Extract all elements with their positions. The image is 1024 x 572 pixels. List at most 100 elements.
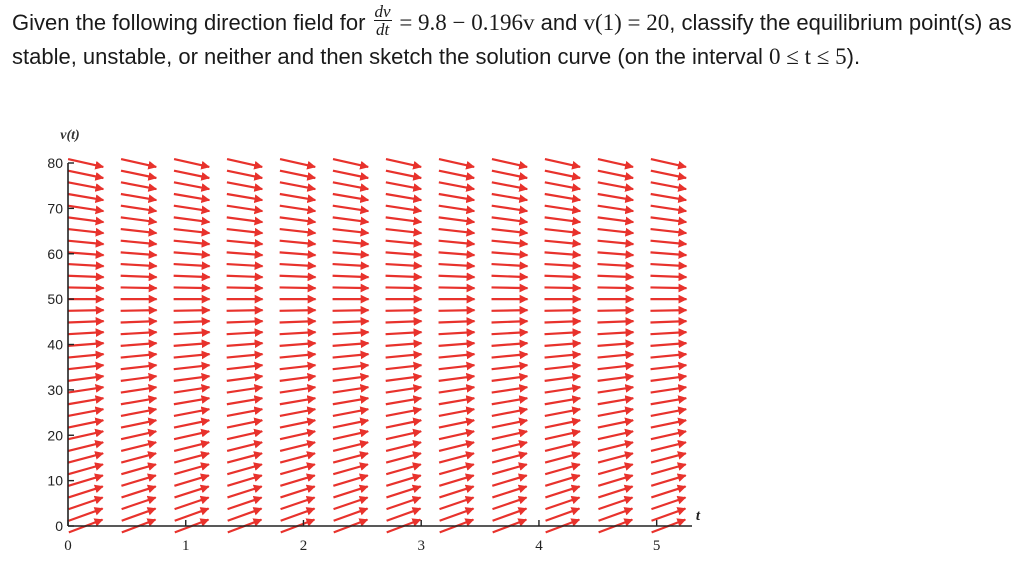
slope-arrow xyxy=(173,204,211,215)
slope-arrow xyxy=(597,395,635,406)
slope-arrow xyxy=(597,305,635,315)
slope-arrow xyxy=(67,283,105,293)
slope-arrow xyxy=(650,216,688,226)
slope-arrow xyxy=(438,261,476,271)
slope-arrow xyxy=(438,384,476,394)
slope-arrow xyxy=(544,361,582,371)
x-tick-label: 2 xyxy=(300,538,308,554)
slope-arrow xyxy=(650,192,688,204)
slope-arrow xyxy=(597,250,635,259)
slope-arrow xyxy=(120,395,158,406)
slope-arrow xyxy=(332,462,369,476)
slope-arrow xyxy=(491,350,529,360)
slope-arrow xyxy=(651,495,687,511)
slope-arrow xyxy=(385,428,422,441)
question-part4: ). xyxy=(846,44,861,69)
slope-arrow xyxy=(67,317,105,326)
slope-arrow xyxy=(544,272,582,282)
slope-arrow xyxy=(491,473,528,487)
slope-arrow xyxy=(650,250,688,259)
x-tick-label: 3 xyxy=(417,538,425,554)
derivative-fraction: dv dt xyxy=(373,1,392,38)
slope-arrow xyxy=(333,495,369,511)
slope-arrow xyxy=(279,339,317,349)
slope-arrow xyxy=(332,283,370,293)
slope-arrow xyxy=(121,484,157,499)
slope-arrow xyxy=(438,462,475,476)
slope-arrow xyxy=(332,406,370,417)
slope-arrow xyxy=(438,272,476,282)
slope-arrow xyxy=(385,317,423,326)
slope-arrow xyxy=(385,395,423,406)
slope-arrow xyxy=(332,272,370,282)
slope-arrow xyxy=(67,328,105,337)
slope-arrow xyxy=(332,328,370,337)
y-tick-label: 50 xyxy=(47,291,63,307)
slope-arrow xyxy=(332,204,370,215)
slope-arrow xyxy=(332,317,370,326)
slope-arrow xyxy=(279,417,317,429)
slope-arrow xyxy=(332,305,370,315)
slope-arrow xyxy=(174,507,210,522)
slope-arrow xyxy=(67,216,105,226)
interval: 0 ≤ t ≤ 5 xyxy=(769,44,847,69)
x-axis-label: t xyxy=(696,508,701,524)
slope-arrow xyxy=(120,204,158,215)
slope-arrow xyxy=(597,406,635,417)
slope-arrow xyxy=(438,339,476,349)
slope-arrow xyxy=(597,204,635,215)
slope-arrow xyxy=(280,473,316,487)
slope-arrow xyxy=(491,157,528,170)
slope-arrow xyxy=(226,406,264,417)
slope-arrow xyxy=(544,157,581,170)
slope-arrow xyxy=(173,339,211,349)
slope-arrow xyxy=(120,272,158,282)
slope-arrow xyxy=(332,361,370,371)
slope-arrow xyxy=(385,350,423,360)
slope-arrow xyxy=(67,361,105,371)
slope-arrow xyxy=(385,261,423,271)
slope-arrow xyxy=(173,216,211,226)
slope-arrow xyxy=(597,451,634,464)
slope-arrow xyxy=(67,350,105,360)
slope-arrow xyxy=(438,328,476,337)
slope-arrow xyxy=(491,384,529,394)
slope-arrow xyxy=(491,317,529,326)
slope-arrow xyxy=(385,216,423,226)
slope-arrow xyxy=(385,204,423,215)
slope-arrow xyxy=(68,462,104,476)
slope-arrow xyxy=(332,372,370,382)
slope-arrow xyxy=(597,157,634,170)
slope-arrow xyxy=(173,350,211,360)
slope-arrow xyxy=(650,157,687,170)
slope-arrow xyxy=(491,192,529,204)
slope-arrow xyxy=(650,238,688,248)
equation-rhs: = 9.8 − 0.196v xyxy=(393,10,535,35)
slope-arrow xyxy=(332,238,370,248)
slope-arrow xyxy=(438,417,476,429)
slope-arrow xyxy=(279,227,317,237)
slope-arrow xyxy=(491,451,528,464)
slope-arrow xyxy=(544,283,582,293)
slope-arrow xyxy=(173,384,211,394)
slope-arrow xyxy=(173,317,211,326)
slope-arrow xyxy=(279,216,317,226)
fraction-numerator: dv xyxy=(373,1,392,21)
x-tick-label: 1 xyxy=(182,538,190,554)
slope-arrow xyxy=(279,451,316,464)
slope-arrow xyxy=(544,339,582,349)
slope-arrow xyxy=(544,181,582,192)
slope-arrow xyxy=(279,372,317,382)
slope-arrow xyxy=(332,192,370,204)
slope-arrow xyxy=(67,406,105,417)
slope-arrow xyxy=(544,328,582,337)
slope-arrow xyxy=(544,395,582,406)
slope-arrow xyxy=(492,484,528,499)
slope-arrow xyxy=(544,192,582,204)
slope-arrow xyxy=(544,384,582,394)
slope-arrow xyxy=(438,395,476,406)
slope-arrow xyxy=(279,439,316,452)
slope-arrow xyxy=(598,507,634,522)
slope-arrow xyxy=(438,451,475,464)
slope-arrow xyxy=(491,428,528,441)
